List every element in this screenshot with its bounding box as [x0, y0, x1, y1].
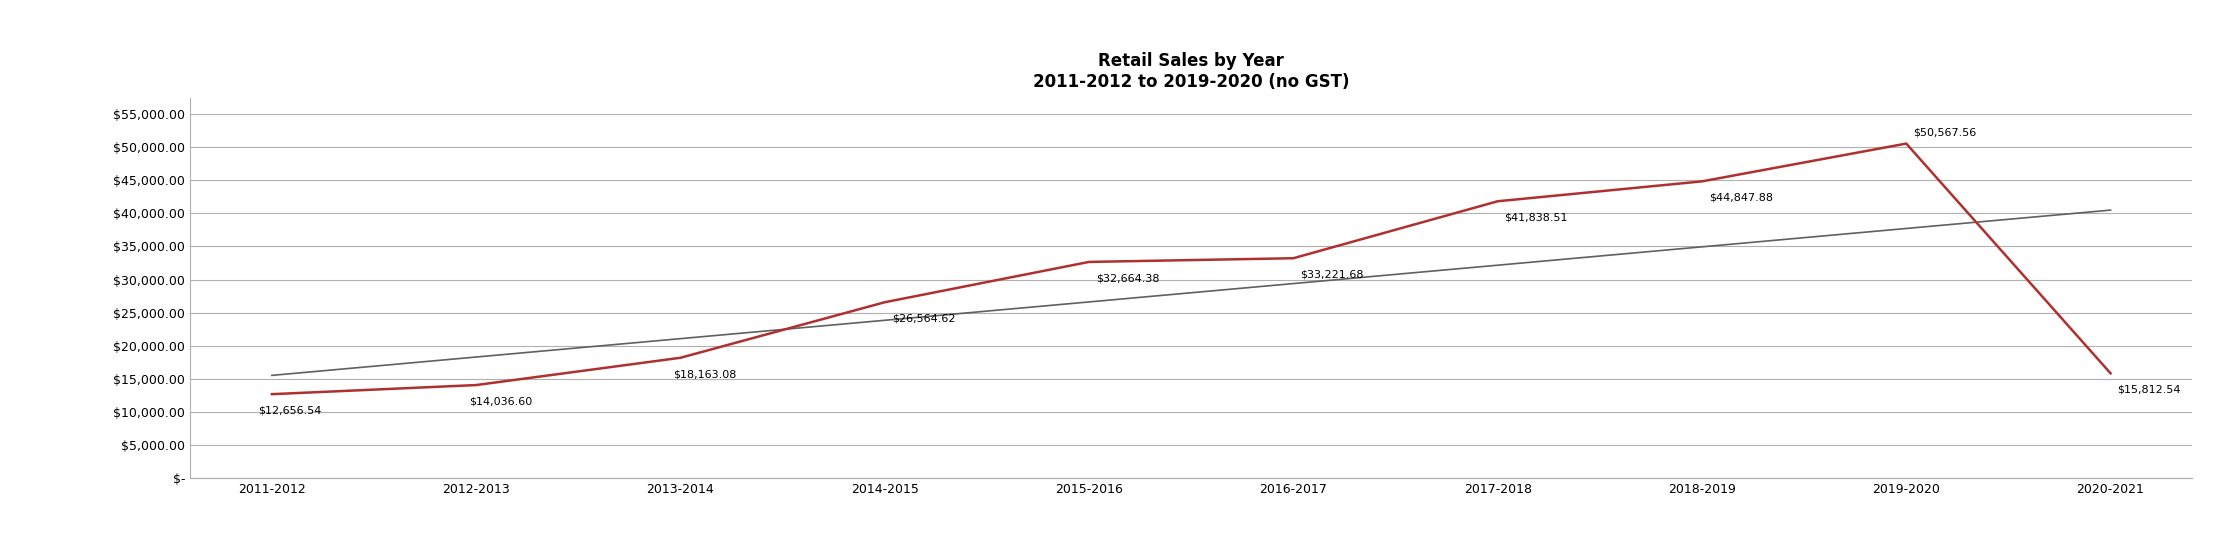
Text: $18,163.08: $18,163.08 [673, 369, 736, 379]
Text: $26,564.62: $26,564.62 [893, 314, 955, 324]
Text: $14,036.60: $14,036.60 [470, 396, 532, 407]
Text: $12,656.54: $12,656.54 [257, 406, 322, 415]
Text: $33,221.68: $33,221.68 [1300, 270, 1365, 280]
Text: $50,567.56: $50,567.56 [1913, 127, 1978, 137]
Text: $41,838.51: $41,838.51 [1506, 213, 1568, 223]
Text: $15,812.54: $15,812.54 [2118, 385, 2181, 395]
Title: Retail Sales by Year
2011-2012 to 2019-2020 (no GST): Retail Sales by Year 2011-2012 to 2019-2… [1033, 52, 1349, 91]
Text: $32,664.38: $32,664.38 [1096, 273, 1159, 283]
Text: $44,847.88: $44,847.88 [1709, 193, 1774, 203]
